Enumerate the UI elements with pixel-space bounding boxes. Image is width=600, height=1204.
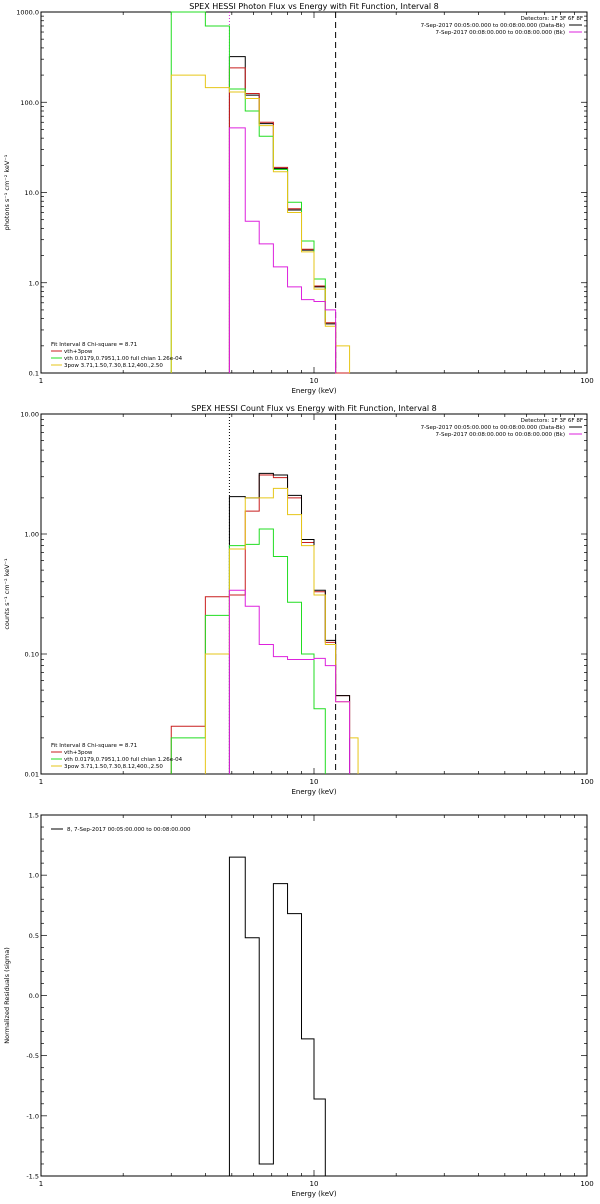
- series-black-step-line: [228, 56, 350, 374]
- legend-bottom-left: Fit Interval 8 Chi-square = 8.71vth+3pow…: [51, 342, 183, 369]
- y-tick-label: 1000.0: [16, 9, 39, 17]
- legend-entry: 7-Sep-2017 00:08:00.000 to 00:08:00.000 …: [436, 30, 566, 36]
- legend-entry: vth 0.0179,0.7951,1.00 full chian 1.26e-…: [64, 356, 183, 362]
- y-tick-label: 0.1: [29, 370, 39, 378]
- x-tick-label: 100: [580, 1180, 593, 1188]
- legend-entry: Detectors: 1F 3F 6F 8F: [521, 16, 583, 22]
- legend-top-right: Detectors: 1F 3F 6F 8F7-Sep-2017 00:05:0…: [421, 16, 583, 36]
- legend-entry: 3pow 3.71,1.50,7.30,8.12,400.,2.50: [64, 363, 163, 369]
- x-axis-label: Energy (keV): [291, 788, 336, 796]
- y-tick-label: 1.0: [29, 872, 39, 880]
- series-green-step-line: [170, 528, 326, 774]
- y-tick-label: 100.0: [20, 99, 39, 107]
- legend-bottom-left: Fit Interval 8 Chi-square = 8.71vth+3pow…: [51, 743, 183, 770]
- series-magenta-step-line: [228, 589, 351, 774]
- plot-frame: [40, 11, 588, 374]
- x-tick-label: 100: [580, 377, 593, 385]
- plot-frame: [40, 814, 588, 1177]
- y-tick-label: -1.0: [26, 1112, 39, 1120]
- x-axis: 1 10 100: [39, 815, 594, 1188]
- series-red-step-line: [228, 67, 350, 374]
- legend-entry: 7-Sep-2017 00:05:00.000 to 00:08:00.000 …: [421, 23, 565, 29]
- chart-title: SPEX HESSI Photon Flux vs Energy with Fi…: [189, 2, 439, 11]
- y-tick-label: 1.0: [29, 279, 39, 287]
- x-tick-label: 10: [310, 778, 319, 786]
- legend-entry: Detectors: 1F 3F 6F 8F: [521, 418, 583, 424]
- series-green-step-line: [170, 11, 326, 373]
- legend-entry: 7-Sep-2017 00:08:00.000 to 00:08:00.000 …: [436, 432, 566, 438]
- x-tick-label: 10: [310, 1180, 319, 1188]
- x-tick-label: 1: [39, 377, 43, 385]
- legend-entry: 8, 7-Sep-2017 00:05:00.000 to 00:08:00.0…: [67, 827, 191, 833]
- y-tick-label: -1.5: [26, 1173, 39, 1181]
- y-tick-label: 0.5: [29, 932, 39, 940]
- y-axis-label: photons s⁻¹ cm⁻² keV⁻¹: [3, 154, 11, 230]
- series-yellow-step-line: [204, 487, 359, 774]
- legend-top-left: 8, 7-Sep-2017 00:05:00.000 to 00:08:00.0…: [51, 827, 191, 833]
- x-tick-label: 10: [310, 377, 319, 385]
- legend-entry: Fit Interval 8 Chi-square = 8.71: [51, 743, 137, 749]
- series-red-step-line: [170, 474, 351, 774]
- series-magenta-step-line: [228, 127, 337, 373]
- x-axis: 1 10 100: [39, 414, 594, 786]
- chart-title: SPEX HESSI Count Flux vs Energy with Fit…: [191, 404, 436, 413]
- legend-entry: vth+3pow: [64, 750, 93, 756]
- series-black-step-line: [228, 856, 336, 1177]
- x-tick-label: 1: [39, 778, 43, 786]
- y-tick-label: 1.5: [29, 812, 39, 820]
- chart-panel-2: SPEX HESSI Count Flux vs Energy with Fit…: [3, 404, 594, 796]
- y-axis-label: Normalized Residuals (sigma): [3, 947, 11, 1044]
- x-axis-label: Energy (keV): [291, 1190, 336, 1198]
- y-tick-label: 0.0: [29, 992, 39, 1000]
- x-axis-label: Energy (keV): [291, 387, 336, 395]
- y-tick-label: -0.5: [26, 1052, 39, 1060]
- legend-entry: 7-Sep-2017 00:05:00.000 to 00:08:00.000 …: [421, 425, 565, 431]
- x-tick-label: 100: [580, 778, 593, 786]
- chart-panel-1: SPEX HESSI Photon Flux vs Energy with Fi…: [3, 2, 594, 395]
- x-tick-label: 1: [39, 1180, 43, 1188]
- y-tick-label: 0.01: [25, 771, 39, 779]
- y-axis: -1.5 -1.0 -0.5 0.0 0.5 1.0 1.5: [26, 812, 587, 1181]
- legend-entry: vth+3pow: [64, 349, 93, 355]
- y-axis-label: counts s⁻¹ cm⁻² keV⁻¹: [3, 558, 11, 630]
- series-black-step-line: [228, 472, 351, 774]
- legend-entry: Fit Interval 8 Chi-square = 8.71: [51, 342, 137, 348]
- y-axis: 0.1 1.0 10.0 100.0 1000.0: [16, 9, 587, 378]
- legend-entry: vth 0.0179,0.7951,1.00 full chian 1.26e-…: [64, 757, 183, 763]
- legend-top-right: Detectors: 1F 3F 6F 8F7-Sep-2017 00:05:0…: [421, 418, 583, 438]
- y-axis: 0.01 0.10 1.00 10.00: [20, 411, 587, 779]
- legend-entry: 3pow 3.71,1.50,7.30,8.12,400.,2.50: [64, 764, 163, 770]
- y-tick-label: 10.00: [20, 411, 39, 419]
- y-tick-label: 0.10: [25, 651, 39, 659]
- y-tick-label: 10.0: [25, 189, 39, 197]
- x-axis: 1 10 100: [39, 12, 594, 385]
- series-yellow-step-line: [170, 74, 351, 373]
- y-tick-label: 1.00: [25, 531, 39, 539]
